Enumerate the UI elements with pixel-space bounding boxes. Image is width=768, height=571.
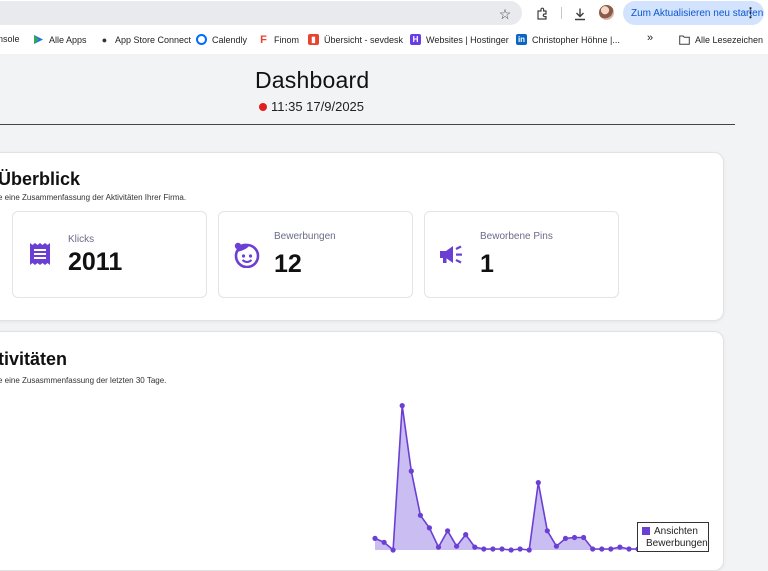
data-point[interactable]	[417, 512, 423, 518]
menu-kebab-icon[interactable]: ⋮	[744, 5, 757, 20]
download-icon[interactable]	[571, 5, 589, 23]
stat-card-beworbene-pins: Beworbene Pins 1	[424, 211, 619, 298]
legend-item-bewerbungen: Bewerbungen	[642, 537, 708, 549]
data-point[interactable]	[608, 546, 614, 552]
browser-chrome: ☆ Zum Aktualisieren neu starten ⋮ nsole …	[0, 0, 768, 54]
data-point[interactable]	[599, 546, 605, 552]
legend-swatch	[642, 527, 650, 535]
activity-subtitle: e eine Zusasmmenfassung der letzten 30 T…	[0, 376, 167, 385]
bookmark-console[interactable]: nsole	[0, 34, 20, 44]
data-point[interactable]	[571, 534, 578, 541]
data-point[interactable]	[399, 403, 405, 409]
data-point[interactable]	[390, 547, 396, 553]
update-restart-label: Zum Aktualisieren neu starten	[631, 7, 764, 19]
data-point[interactable]	[617, 544, 623, 550]
calendly-icon	[196, 34, 207, 45]
all-bookmarks-button[interactable]: Alle Lesezeichen	[679, 34, 763, 45]
bookmark-label: Finom	[274, 34, 300, 45]
activity-card: tivitäten e eine Zusasmmenfassung der le…	[0, 331, 724, 571]
bookmark-sevdesk[interactable]: ▮ Übersicht - sevdesk	[308, 34, 403, 45]
bookmark-label: Websites | Hostinger	[426, 34, 509, 45]
data-point[interactable]	[381, 539, 387, 545]
data-point[interactable]	[553, 543, 560, 549]
bookmark-label: Übersicht - sevdesk	[324, 34, 404, 45]
bookmark-calendly[interactable]: Calendly	[196, 34, 247, 45]
bookmark-label: Alle Apps	[49, 34, 87, 45]
bookmarks-bar: nsole Alle Apps ● App Store Connect Cale…	[0, 30, 768, 50]
chart-legend: Ansichten Bewerbungen	[637, 522, 709, 552]
data-point[interactable]	[426, 525, 432, 531]
overview-title: Überblick	[0, 169, 81, 189]
more-bookmarks-label: »	[647, 32, 654, 44]
data-point[interactable]	[517, 546, 523, 552]
linkedin-icon: in	[516, 34, 527, 45]
page-title: Dashboard	[255, 67, 370, 93]
megaphone-icon	[440, 245, 462, 264]
bookmark-label: nsole	[0, 34, 20, 44]
data-point[interactable]	[435, 544, 442, 550]
stat-label: Beworbene Pins	[480, 231, 553, 242]
data-point[interactable]	[526, 547, 532, 553]
overview-card: Überblick e eine Zusammenfassung der Akt…	[0, 152, 724, 321]
bookmark-label: Calendly	[212, 34, 248, 45]
data-point[interactable]	[490, 546, 496, 552]
legend-label: Bewerbungen	[646, 537, 708, 549]
bookmark-linkedin[interactable]: in Christopher Höhne |...	[516, 34, 620, 45]
finom-icon: F	[260, 33, 267, 46]
profile-avatar[interactable]	[599, 5, 614, 20]
live-status-dot	[259, 102, 267, 111]
data-point[interactable]	[445, 528, 451, 534]
bookmark-star-icon[interactable]: ☆	[498, 5, 512, 22]
data-point[interactable]	[544, 528, 550, 534]
bookmark-label: Christopher Höhne |...	[532, 34, 620, 45]
bookmark-finom[interactable]: F Finom	[258, 33, 300, 46]
stat-value: 1	[480, 250, 494, 278]
data-point[interactable]	[454, 543, 460, 549]
stat-card-klicks: Klicks 2011	[12, 211, 207, 298]
data-point[interactable]	[581, 534, 587, 541]
more-bookmarks-button[interactable]: »	[647, 32, 653, 44]
update-restart-button[interactable]: Zum Aktualisieren neu starten ⋮	[623, 1, 764, 25]
stat-label: Bewerbungen	[274, 231, 336, 242]
data-point[interactable]	[481, 546, 487, 552]
data-point[interactable]	[472, 544, 478, 550]
timestamp-text: 11:35 17/9/2025	[271, 99, 365, 114]
stat-label: Klicks	[68, 234, 95, 245]
stat-value: 2011	[68, 248, 123, 276]
address-bar[interactable]: ☆	[0, 1, 522, 25]
bookmark-alle-apps[interactable]: Alle Apps	[33, 34, 87, 45]
sevdesk-icon: ▮	[308, 34, 319, 45]
bookmark-app-store-connect[interactable]: ● App Store Connect	[99, 34, 191, 45]
toolbar-separator	[561, 7, 562, 19]
data-point[interactable]	[508, 547, 514, 553]
bookmark-label: Alle Lesezeichen	[695, 34, 764, 45]
data-point[interactable]	[372, 535, 378, 541]
folder-icon	[679, 34, 690, 45]
stat-card-bewerbungen: Bewerbungen 12	[218, 211, 413, 298]
document-list-icon	[30, 243, 50, 265]
overview-subtitle: e eine Zusammenfassung der Aktivitäten I…	[0, 193, 187, 202]
data-point[interactable]	[626, 546, 632, 552]
activity-title: tivitäten	[0, 349, 68, 369]
bookmark-label: App Store Connect	[115, 34, 192, 45]
apple-icon: ●	[101, 34, 108, 45]
data-point[interactable]	[408, 468, 414, 474]
data-point[interactable]	[562, 535, 569, 541]
series-area-ansichten	[375, 405, 638, 550]
play-arrow-icon	[33, 34, 44, 45]
face-icon	[234, 242, 260, 268]
hostinger-icon: H	[410, 34, 421, 45]
data-point[interactable]	[590, 546, 596, 552]
live-timestamp: 11:35 17/9/2025	[259, 99, 364, 114]
stat-value: 12	[274, 250, 302, 278]
legend-label: Ansichten	[654, 525, 698, 537]
data-point[interactable]	[535, 480, 541, 486]
data-point[interactable]	[463, 532, 469, 538]
header-divider	[0, 124, 735, 125]
data-point[interactable]	[499, 546, 505, 552]
extensions-icon[interactable]	[533, 5, 551, 23]
legend-item-ansichten: Ansichten	[642, 525, 704, 537]
bookmark-hostinger[interactable]: H Websites | Hostinger	[410, 34, 509, 45]
